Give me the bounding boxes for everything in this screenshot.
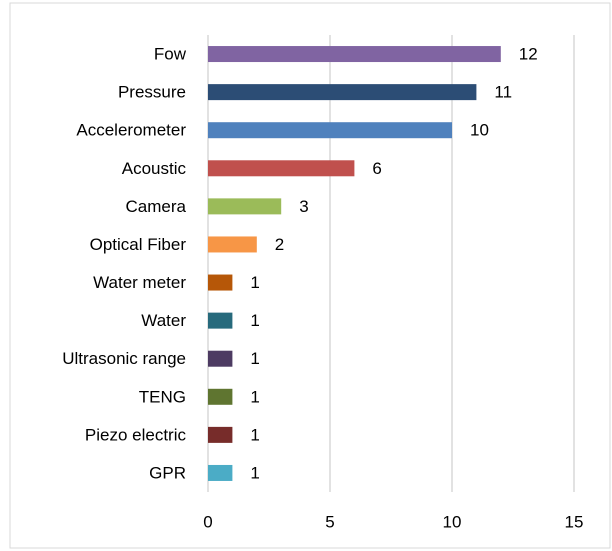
bar: [208, 274, 233, 291]
value-label: 3: [299, 197, 308, 216]
x-tick-label: 10: [443, 512, 462, 531]
bar: [208, 464, 233, 481]
value-label: 10: [470, 121, 489, 140]
value-label: 6: [372, 159, 381, 178]
y-tick-label: Water meter: [93, 273, 186, 292]
bar: [208, 312, 233, 329]
y-tick-label: Fow: [154, 45, 187, 64]
bar: [208, 350, 233, 367]
bar: [208, 198, 282, 215]
value-label: 1: [250, 349, 259, 368]
x-tick-label: 5: [325, 512, 334, 531]
value-label: 1: [250, 463, 259, 482]
x-tick-label: 0: [203, 512, 212, 531]
y-tick-label: GPR: [149, 463, 186, 482]
y-tick-label: Pressure: [118, 83, 186, 102]
bar: [208, 160, 355, 177]
bar: [208, 236, 257, 253]
value-label: 1: [250, 387, 259, 406]
value-label: 1: [250, 425, 259, 444]
value-label: 12: [519, 45, 538, 64]
y-tick-label: Optical Fiber: [90, 235, 187, 254]
x-tick-label: 15: [565, 512, 584, 531]
y-tick-label: Piezo electric: [85, 425, 187, 444]
y-tick-label: Accelerometer: [76, 121, 186, 140]
value-label: 1: [250, 311, 259, 330]
y-tick-label: TENG: [139, 387, 186, 406]
y-tick-label: Acoustic: [122, 159, 187, 178]
value-label: 11: [494, 83, 512, 102]
bar: [208, 426, 233, 443]
y-tick-label: Camera: [126, 197, 187, 216]
value-label: 1: [250, 273, 259, 292]
bar: [208, 388, 233, 405]
bar: [208, 122, 452, 139]
bar: [208, 46, 501, 63]
bar: [208, 84, 477, 101]
y-tick-label: Ultrasonic range: [62, 349, 186, 368]
value-label: 2: [275, 235, 284, 254]
y-tick-label: Water: [141, 311, 186, 330]
